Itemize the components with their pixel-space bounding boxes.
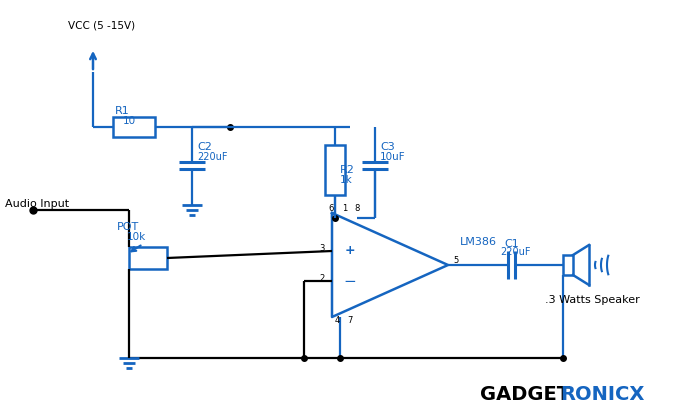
Bar [129, 247, 167, 269]
Text: 1: 1 [342, 204, 348, 213]
Text: −: − [344, 274, 356, 288]
Text: 8: 8 [354, 204, 360, 213]
Text: LM386: LM386 [460, 237, 497, 247]
Text: +: + [344, 245, 356, 258]
Text: C3: C3 [380, 142, 395, 152]
Text: POT: POT [117, 222, 139, 232]
Text: RONICX: RONICX [560, 386, 645, 405]
Text: 10k: 10k [127, 232, 146, 242]
Text: 4: 4 [335, 316, 339, 325]
Bar [113, 117, 155, 137]
Text: VCC (5 -15V): VCC (5 -15V) [68, 20, 135, 30]
Text: 220uF: 220uF [500, 247, 531, 257]
Text: C2: C2 [197, 142, 212, 152]
Text: 5: 5 [454, 256, 458, 265]
Text: 10: 10 [123, 116, 136, 126]
Text: 6: 6 [328, 204, 334, 213]
Text: GADGET: GADGET [480, 386, 570, 405]
Text: 10uF: 10uF [380, 152, 405, 162]
Text: 7: 7 [347, 316, 353, 325]
Text: Audio Input: Audio Input [5, 199, 69, 209]
Text: C1: C1 [504, 239, 519, 249]
Text: .3 Watts Speaker: .3 Watts Speaker [545, 295, 640, 305]
Text: 1k: 1k [340, 175, 353, 185]
Bar [563, 255, 573, 275]
Text: 2: 2 [319, 274, 325, 283]
Bar [325, 145, 345, 195]
Text: 3: 3 [319, 244, 325, 253]
Text: R2: R2 [340, 165, 355, 175]
Text: 220uF: 220uF [197, 152, 228, 162]
Text: R1: R1 [115, 106, 130, 116]
